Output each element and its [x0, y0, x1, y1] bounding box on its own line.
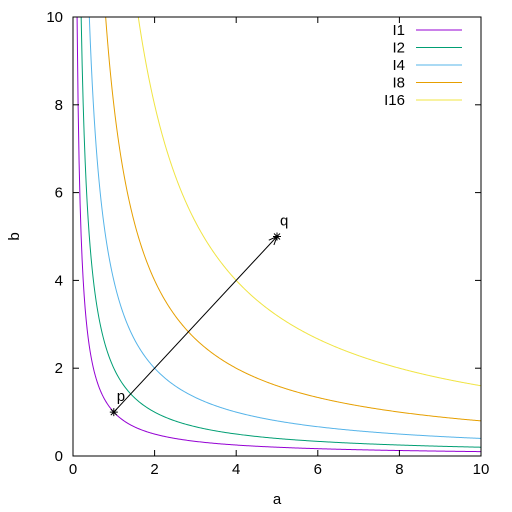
x-tick-label: 10 — [473, 461, 490, 478]
x-axis-label: a — [273, 491, 282, 508]
legend-entry-i1: I1 — [392, 22, 462, 39]
legend-entry-i4: I4 — [392, 57, 462, 74]
x-tick-label: 2 — [150, 461, 158, 478]
series-line-i2 — [80, 16, 482, 448]
legend-entry-i16: I16 — [384, 92, 462, 109]
y-tick-label: 0 — [55, 448, 63, 465]
legend-label: I2 — [392, 40, 405, 57]
point-p: p — [109, 388, 125, 417]
legend-label: I1 — [392, 22, 405, 39]
arrow-line — [113, 236, 278, 413]
arrow-group: pq — [109, 213, 288, 417]
legend-entry-i8: I8 — [392, 75, 462, 92]
plot-frame — [72, 16, 482, 457]
ticks-group: 0 2 4 6 8 10 0 2 4 6 8 10 — [46, 9, 489, 478]
series-line-i1 — [76, 16, 482, 453]
legend-label: I8 — [392, 75, 405, 92]
y-axis-label: b — [6, 232, 23, 240]
y-tick-label: 2 — [55, 360, 63, 377]
point-label-p: p — [117, 388, 125, 405]
x-tick-label: 4 — [232, 461, 240, 478]
series-line-i16 — [137, 16, 482, 387]
legend-label: I16 — [384, 92, 405, 109]
y-tick-label: 10 — [46, 9, 63, 26]
series-line-i8 — [105, 16, 482, 422]
x-tick-label: 8 — [395, 461, 403, 478]
x-tick-label: 0 — [69, 461, 77, 478]
y-tick-label: 6 — [55, 185, 63, 202]
legend-entry-i2: I2 — [392, 40, 462, 57]
legend-label: I4 — [392, 57, 405, 74]
point-label-q: q — [280, 213, 288, 230]
y-tick-label: 4 — [55, 272, 63, 289]
point-marker-p — [109, 408, 118, 417]
point-q: q — [273, 213, 288, 241]
y-tick-label: 8 — [55, 97, 63, 114]
x-tick-label: 6 — [314, 461, 322, 478]
point-marker-q — [273, 232, 281, 241]
